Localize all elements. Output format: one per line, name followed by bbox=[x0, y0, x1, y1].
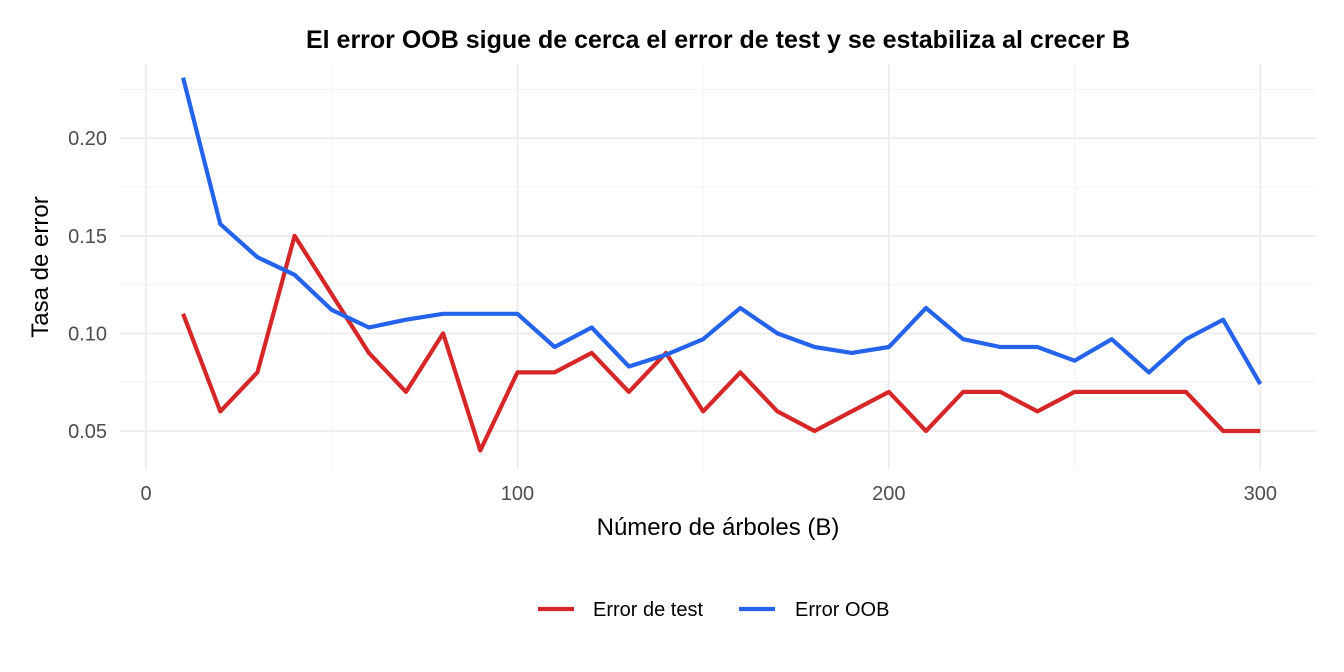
x-tick-label: 100 bbox=[501, 483, 534, 505]
y-axis-ticks: 0.05 0.10 0.15 0.20 bbox=[68, 128, 107, 443]
plot-grid bbox=[120, 64, 1316, 470]
y-tick-label: 0.20 bbox=[68, 128, 107, 150]
x-tick-label: 200 bbox=[872, 483, 905, 505]
series-line-error-oob bbox=[181, 77, 1263, 386]
legend-label-error-test: Error de test bbox=[593, 599, 703, 621]
x-tick-label: 0 bbox=[140, 483, 151, 505]
plot-series bbox=[181, 77, 1263, 453]
x-tick-label: 300 bbox=[1244, 483, 1277, 505]
y-tick-label: 0.05 bbox=[68, 421, 107, 443]
y-tick-label: 0.10 bbox=[68, 323, 107, 345]
series-line-error-test bbox=[181, 233, 1261, 453]
y-tick-label: 0.15 bbox=[68, 226, 107, 248]
chart-title: El error OOB sigue de cerca el error de … bbox=[306, 26, 1130, 54]
y-axis-label: Tasa de error bbox=[27, 196, 54, 337]
x-axis-ticks: 0 100 200 300 bbox=[140, 483, 1277, 505]
legend-label-error-oob: Error OOB bbox=[795, 599, 889, 621]
x-axis-label: Número de árboles (B) bbox=[597, 514, 840, 541]
legend: Error de test Error OOB bbox=[538, 599, 889, 621]
